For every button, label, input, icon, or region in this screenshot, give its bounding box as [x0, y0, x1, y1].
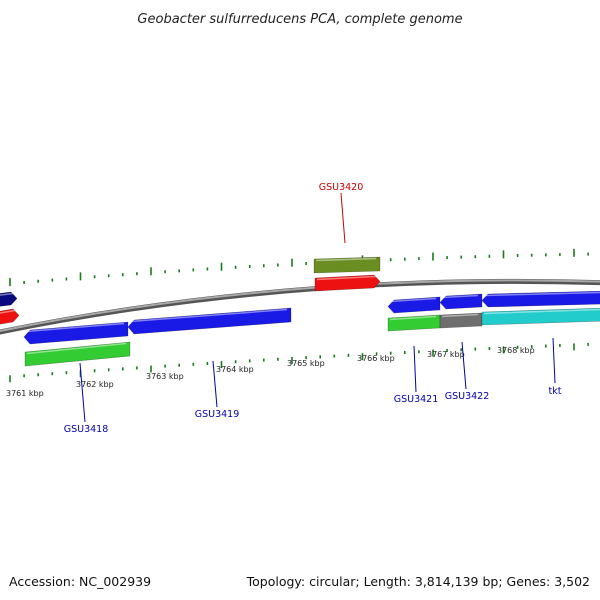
- cds-tkt-cyan[interactable]: [481, 307, 600, 326]
- accession-text: Accession: NC_002939: [9, 574, 151, 589]
- cds-blue-upper-3[interactable]: [481, 290, 600, 308]
- cds-gsu3420-olive-highlight: [315, 257, 377, 262]
- leader-tkt: [552, 337, 556, 384]
- cds-blue-upper-1[interactable]: [387, 296, 441, 314]
- inner-tick-marks: [9, 342, 589, 383]
- genome-backbone-highlight: [0, 279, 600, 333]
- cds-gsu3422-gray[interactable]: [439, 312, 483, 329]
- scale-label-3763: 3763 kbp: [146, 372, 184, 381]
- leader-gsu3419: [212, 360, 218, 408]
- scale-label-3761: 3761 kbp: [6, 389, 44, 398]
- label-leader-lines: [79, 192, 556, 423]
- cds-blue-upper-2-highlight: [441, 294, 479, 299]
- leader-gsu3421: [413, 345, 417, 393]
- cds-tkt-cyan-highlight: [483, 308, 600, 315]
- gene-label-gsu3422[interactable]: GSU3422: [445, 391, 490, 402]
- cds-red-edge[interactable]: [0, 308, 20, 325]
- cds-gsu3420-red-highlight: [316, 275, 377, 281]
- cds-blue-lower-2-highlight: [129, 308, 288, 323]
- cds-gsu3422-gray-highlight: [441, 313, 479, 318]
- cds-blue-lower-1-highlight: [25, 322, 125, 333]
- leader-gsu3418: [79, 362, 86, 423]
- scale-label-3765: 3765 kbp: [287, 359, 325, 368]
- cds-gsu3421-green-highlight: [389, 315, 437, 321]
- cds-blue-upper-1-highlight: [389, 297, 437, 303]
- cds-gsu3420-red[interactable]: [314, 274, 381, 292]
- cds-blue-lower-1[interactable]: [23, 321, 129, 345]
- cds-blue-lower-2[interactable]: [127, 307, 292, 335]
- scale-label-3768: 3768 kbp: [497, 346, 535, 355]
- gene-label-gsu3418[interactable]: GSU3418: [64, 424, 109, 435]
- cds-navy-edge-highlight: [0, 292, 14, 296]
- cds-navy-edge[interactable]: [0, 291, 18, 307]
- gene-label-gsu3420[interactable]: GSU3420: [319, 182, 364, 193]
- cds-gsu3418-green[interactable]: [24, 341, 131, 367]
- scale-label-3767: 3767 kbp: [427, 350, 465, 359]
- cds-blue-upper-2[interactable]: [439, 293, 483, 310]
- cds-gsu3418-green-highlight: [26, 342, 127, 355]
- cds-red-edge-highlight: [0, 309, 16, 314]
- gene-label-gsu3419[interactable]: GSU3419: [195, 409, 240, 420]
- scale-label-3764: 3764 kbp: [216, 365, 254, 374]
- cds-blue-upper-3-highlight: [483, 291, 600, 297]
- gene-features: [0, 256, 600, 367]
- leader-gsu3420: [340, 192, 346, 244]
- gene-label-tkt[interactable]: tkt: [549, 386, 562, 397]
- scale-label-3762: 3762 kbp: [76, 380, 114, 389]
- leader-gsu3422: [461, 341, 467, 390]
- cds-gsu3420-olive[interactable]: [313, 256, 381, 274]
- genome-summary-text: Topology: circular; Length: 3,814,139 bp…: [246, 574, 590, 589]
- map-title: Geobacter sulfurreducens PCA, complete g…: [137, 12, 462, 27]
- scale-label-3766: 3766 kbp: [357, 354, 395, 363]
- gene-label-gsu3421[interactable]: GSU3421: [394, 394, 439, 405]
